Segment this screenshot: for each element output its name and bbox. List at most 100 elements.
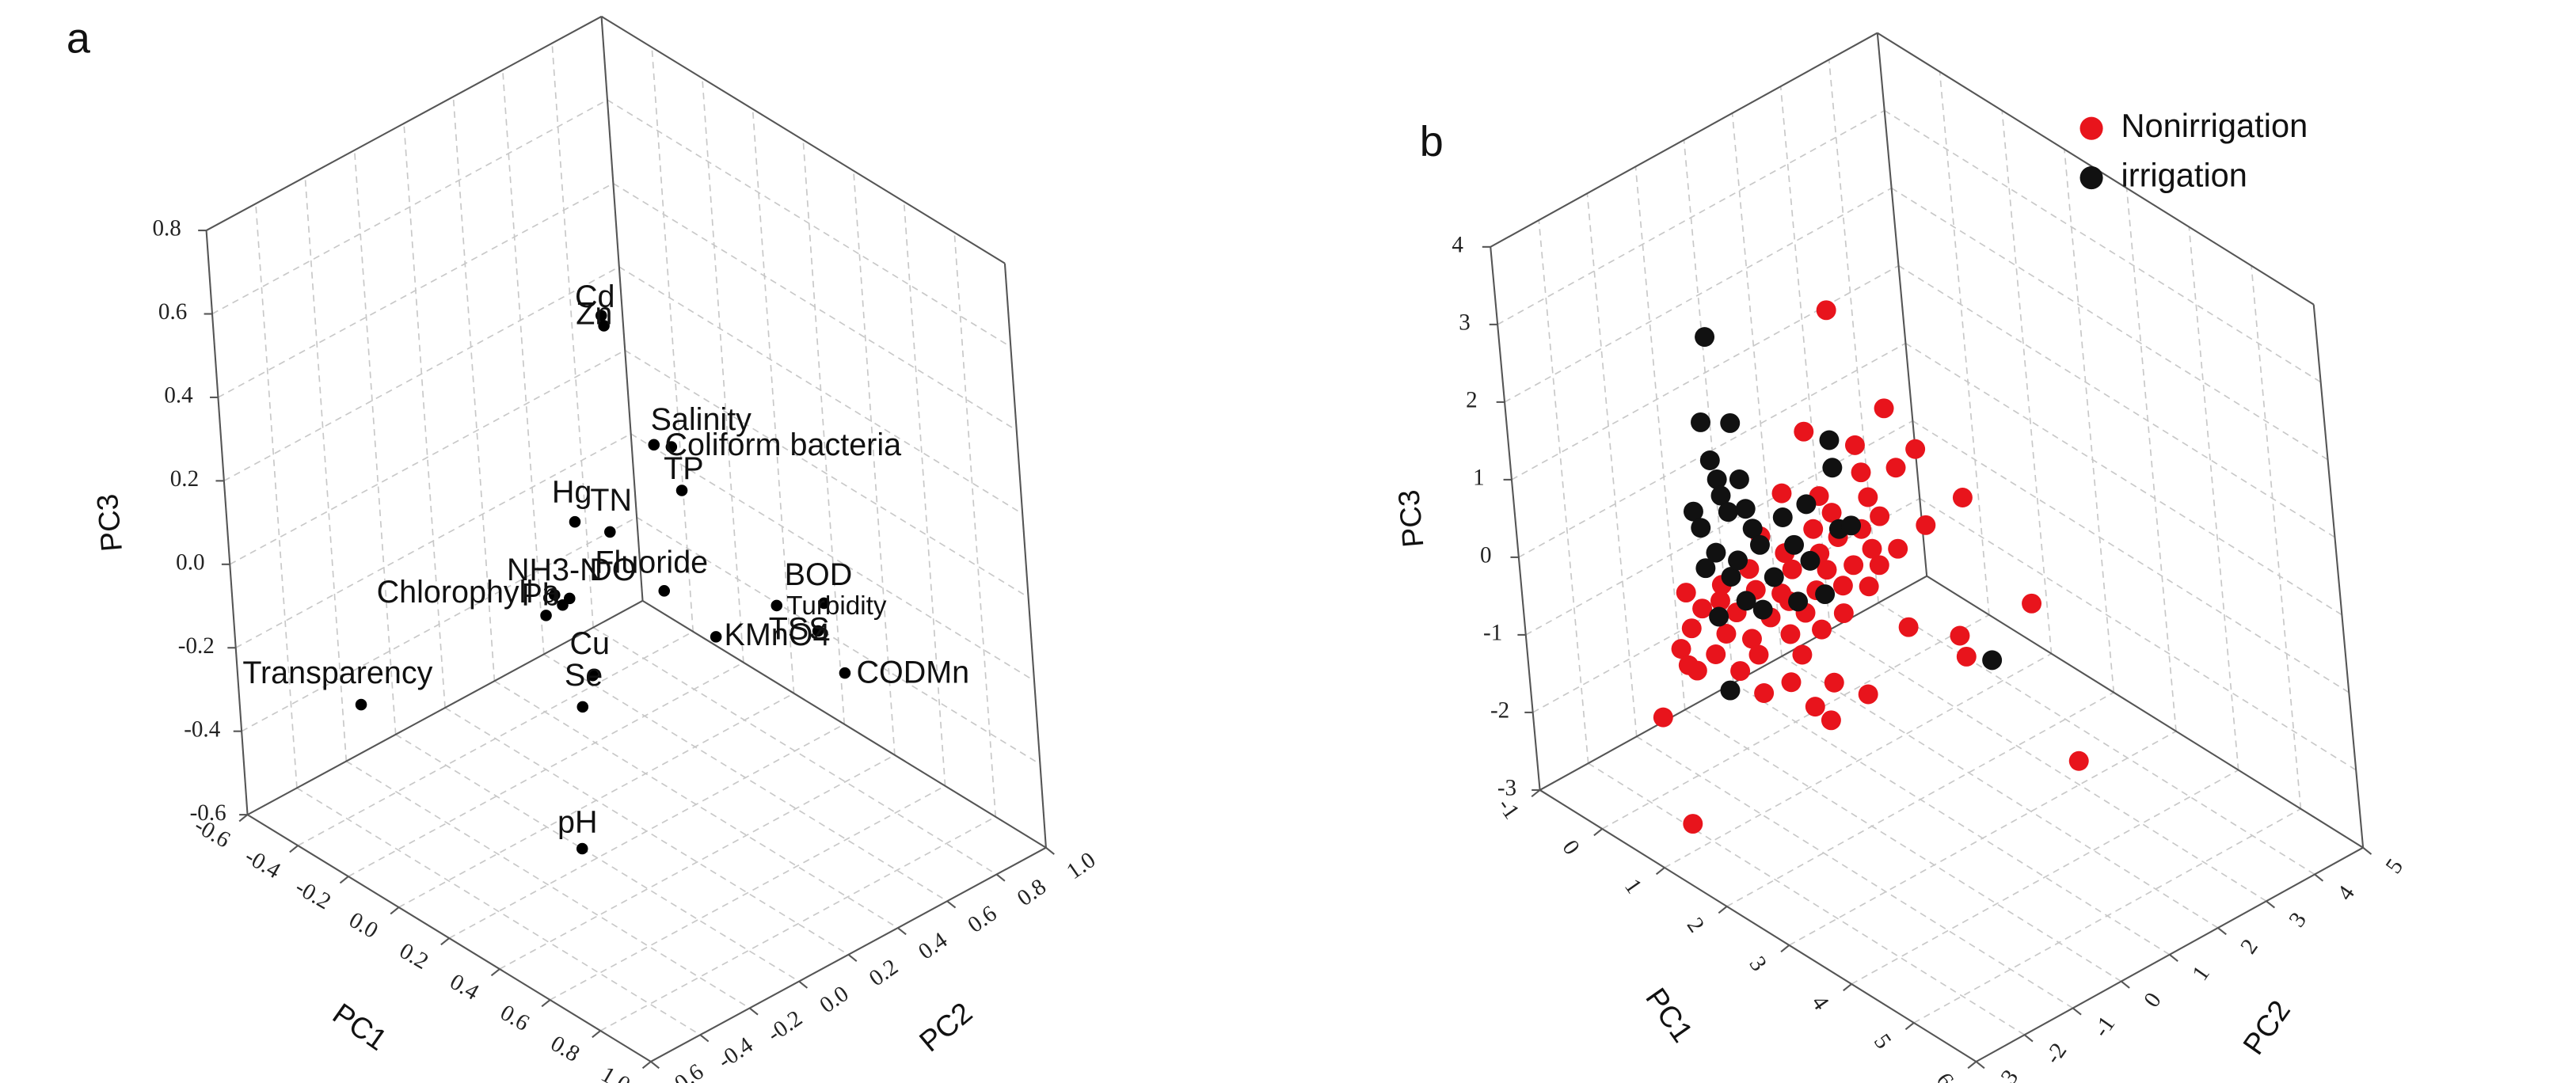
data-point bbox=[1800, 550, 1821, 571]
data-point bbox=[658, 585, 671, 597]
data-point bbox=[587, 669, 599, 682]
data-point bbox=[1730, 661, 1751, 682]
data-point bbox=[812, 625, 824, 637]
data-point bbox=[1720, 680, 1741, 701]
y-tick-label: 0.4 bbox=[914, 927, 953, 964]
grid-line bbox=[1684, 709, 2122, 982]
tick-mark bbox=[897, 927, 907, 936]
grid-line bbox=[1851, 769, 2239, 985]
grid-line bbox=[223, 266, 620, 482]
box-edge bbox=[1926, 575, 2364, 849]
tick-mark bbox=[1904, 1022, 1915, 1031]
box-edge bbox=[206, 15, 603, 231]
data-point bbox=[1916, 515, 1936, 535]
grid-line bbox=[493, 680, 899, 929]
z-tick-label: -1 bbox=[1483, 621, 1502, 646]
data-point bbox=[1817, 560, 1837, 580]
tick-mark bbox=[1843, 983, 1852, 992]
z-axis-label: PC3 bbox=[90, 492, 128, 553]
data-point bbox=[1695, 327, 1715, 348]
grid-line bbox=[1538, 219, 1589, 764]
data-point bbox=[1772, 507, 1793, 527]
grid-line bbox=[2188, 226, 2239, 770]
grid-line bbox=[953, 232, 997, 817]
grid-line bbox=[1884, 109, 2322, 383]
point-label: Zn bbox=[576, 296, 612, 331]
box-edge bbox=[1490, 246, 1541, 791]
data-point bbox=[1824, 672, 1844, 693]
data-point bbox=[1888, 538, 1908, 559]
data-point bbox=[1748, 644, 1769, 665]
box-edge bbox=[1539, 789, 1977, 1062]
data-point bbox=[1706, 542, 1726, 563]
point-label: Transparency bbox=[242, 656, 432, 690]
data-point bbox=[1821, 503, 1842, 523]
data-point bbox=[1742, 519, 1763, 539]
grid-line bbox=[241, 516, 637, 732]
grid-line bbox=[624, 349, 1029, 598]
data-point bbox=[1956, 646, 1977, 667]
grid-line bbox=[630, 433, 1035, 682]
data-point bbox=[1678, 655, 1699, 675]
tick-mark bbox=[1780, 944, 1790, 953]
point-label: TN bbox=[590, 483, 632, 518]
grid-line bbox=[1504, 187, 1893, 403]
grid-line bbox=[1829, 629, 2267, 902]
legend-marker bbox=[2079, 116, 2103, 140]
data-point bbox=[1952, 488, 1973, 507]
x-tick-label: 4 bbox=[1806, 990, 1834, 1015]
data-point bbox=[1858, 684, 1878, 705]
data-point bbox=[1869, 555, 1889, 576]
z-tick-label: 2 bbox=[1466, 388, 1478, 413]
box-edge bbox=[641, 599, 1047, 849]
grid-line bbox=[1497, 109, 1885, 325]
data-point bbox=[1671, 639, 1691, 659]
data-point bbox=[1720, 412, 1741, 433]
data-point bbox=[1812, 619, 1832, 640]
grid-line bbox=[1733, 682, 2171, 956]
grid-line bbox=[1664, 652, 2052, 868]
tick-mark bbox=[592, 1030, 601, 1039]
grid-line bbox=[751, 108, 795, 694]
z-tick-label: 1 bbox=[1473, 466, 1485, 491]
z-tick-label: 0 bbox=[1480, 543, 1492, 568]
grid-line bbox=[2125, 188, 2177, 732]
tick-mark bbox=[390, 906, 400, 915]
point-label: BOD bbox=[785, 557, 853, 592]
data-point bbox=[1741, 629, 1762, 649]
data-point bbox=[1709, 606, 1729, 627]
data-point bbox=[1841, 515, 1862, 536]
y-tick-label: 1.0 bbox=[1062, 847, 1100, 884]
y-tick-label: -3 bbox=[1992, 1065, 2023, 1083]
grid-line bbox=[345, 760, 751, 1009]
grid-line bbox=[1919, 497, 2357, 771]
grid-line bbox=[395, 734, 800, 982]
z-tick-label: -2 bbox=[1490, 698, 1509, 724]
z-tick-label: -0.4 bbox=[184, 716, 221, 742]
point-label: NH3-N bbox=[507, 553, 603, 587]
grid-line bbox=[1525, 420, 1913, 636]
y-tick-label: 1 bbox=[2187, 961, 2215, 985]
data-point bbox=[1691, 518, 1711, 538]
z-tick-label: 0.8 bbox=[152, 216, 181, 241]
tick-mark bbox=[641, 1061, 652, 1070]
data-point bbox=[1710, 485, 1731, 506]
tick-mark bbox=[490, 968, 500, 977]
grid-line bbox=[1586, 193, 1638, 737]
y-tick-label: -0.2 bbox=[763, 1005, 807, 1047]
tick-mark bbox=[946, 900, 957, 909]
grid-line bbox=[501, 70, 545, 655]
panel: a-0.6-0.4-0.20.00.20.40.60.81.0 -0.6-0.4-… bbox=[67, 14, 1100, 1083]
tick-mark bbox=[1045, 846, 1055, 855]
box-edge bbox=[1490, 32, 1878, 248]
x-tick-label: 0 bbox=[1557, 835, 1585, 859]
data-point bbox=[1781, 672, 1802, 693]
data-point bbox=[1803, 519, 1824, 539]
data-point bbox=[675, 484, 688, 496]
grid-line bbox=[2251, 265, 2302, 809]
y-tick-label: 0.8 bbox=[1013, 874, 1051, 911]
data-point bbox=[1796, 494, 1817, 515]
tick-mark bbox=[289, 845, 299, 853]
grid-line bbox=[592, 626, 997, 876]
data-point bbox=[1706, 644, 1726, 664]
